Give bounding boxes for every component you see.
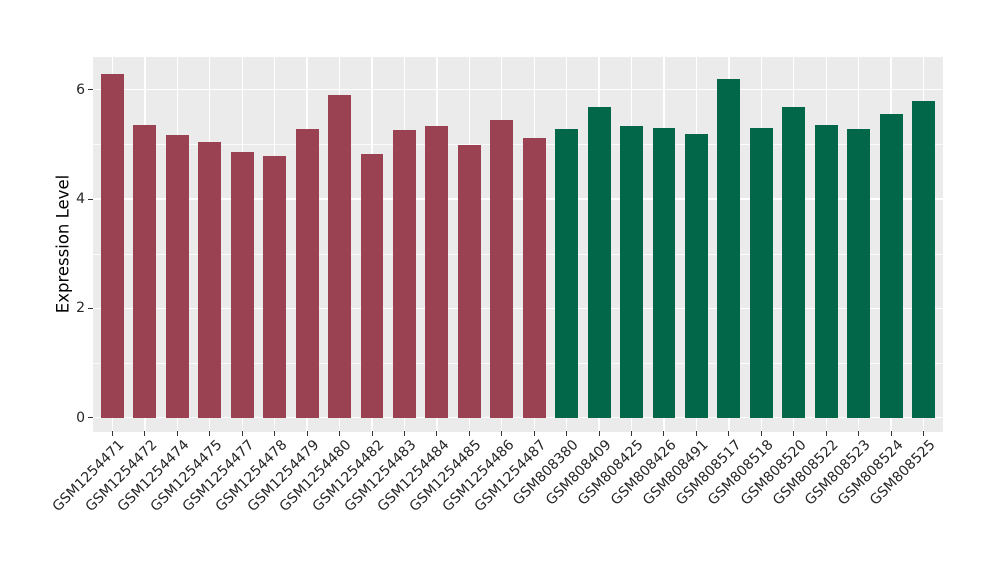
x-tick-mark <box>436 431 438 436</box>
x-tick-mark <box>858 431 860 436</box>
bar <box>490 120 514 418</box>
y-tick-label: 6 <box>76 81 85 98</box>
y-tick-mark <box>88 198 93 200</box>
x-tick-mark <box>728 431 730 436</box>
minor-gridline <box>93 253 943 255</box>
x-tick-mark <box>825 431 827 436</box>
bar <box>457 145 481 418</box>
bar <box>782 106 806 418</box>
bar <box>165 134 189 418</box>
bar <box>360 153 384 418</box>
minor-gridline <box>93 144 943 146</box>
x-tick-mark <box>468 431 470 436</box>
bar <box>522 138 546 418</box>
x-tick-mark <box>144 431 146 436</box>
y-tick-mark <box>88 89 93 91</box>
y-tick-label: 2 <box>76 300 85 317</box>
x-tick-mark <box>501 431 503 436</box>
bar <box>912 100 935 418</box>
bar <box>295 128 319 418</box>
x-tick-mark <box>274 431 276 436</box>
x-tick-mark <box>760 431 762 436</box>
minor-gridline <box>93 363 943 365</box>
x-tick-mark <box>403 431 405 436</box>
bar <box>620 125 643 418</box>
bar <box>749 128 773 418</box>
bar <box>393 129 416 418</box>
bar <box>814 125 838 418</box>
bar <box>847 129 871 418</box>
bar <box>879 113 903 418</box>
bar <box>198 141 222 418</box>
y-tick-label: 4 <box>76 191 85 208</box>
bar <box>101 73 124 418</box>
x-tick-mark <box>176 431 178 436</box>
bar <box>555 129 579 418</box>
y-tick-mark <box>88 307 93 309</box>
x-tick-mark <box>793 431 795 436</box>
y-tick-mark <box>88 417 93 419</box>
major-gridline <box>93 89 943 91</box>
x-tick-mark <box>339 431 341 436</box>
x-tick-mark <box>663 431 665 436</box>
x-tick-mark <box>533 431 535 436</box>
bar <box>133 124 157 418</box>
x-tick-mark <box>598 431 600 436</box>
x-tick-mark <box>306 431 308 436</box>
x-tick-mark <box>631 431 633 436</box>
major-gridline <box>93 417 943 419</box>
bar <box>328 94 351 418</box>
bar <box>263 155 287 418</box>
x-tick-mark <box>371 431 373 436</box>
y-tick-label: 0 <box>76 409 85 426</box>
major-gridline <box>93 198 943 200</box>
bar <box>652 127 676 418</box>
x-tick-mark <box>111 431 113 436</box>
major-gridline <box>93 307 943 310</box>
bar <box>684 134 708 418</box>
bar <box>425 126 449 418</box>
x-tick-mark <box>923 431 925 436</box>
x-tick-mark <box>209 431 211 436</box>
bar <box>717 78 741 418</box>
x-tick-mark <box>695 431 697 436</box>
bar <box>230 151 254 418</box>
plot-panel <box>93 57 943 432</box>
x-tick-mark <box>890 431 892 436</box>
x-tick-mark <box>566 431 568 436</box>
x-tick-mark <box>241 431 243 436</box>
bar <box>587 107 611 418</box>
